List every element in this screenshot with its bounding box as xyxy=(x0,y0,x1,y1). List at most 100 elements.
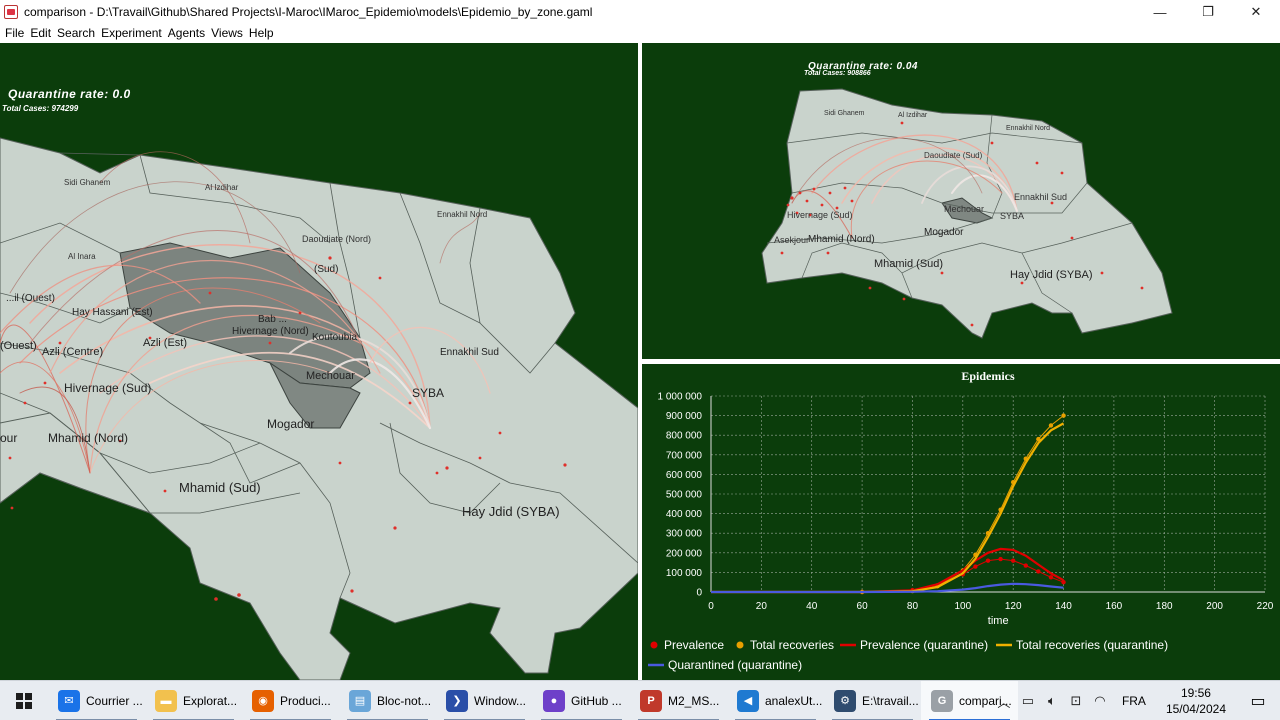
series-point-1 xyxy=(1048,423,1054,428)
zone-label-mechouar-q: Mechouar xyxy=(944,204,985,214)
notification-icon[interactable]: ▭ xyxy=(1250,693,1266,710)
zone-label-syba-q: SYBA xyxy=(1000,211,1025,221)
map-canvas-quarantine xyxy=(761,88,1173,339)
y-tick-label: 800 000 xyxy=(666,431,703,442)
taskbar-app-firefox[interactable]: ◉ Produci... xyxy=(242,681,339,720)
epidemics-chart-view[interactable]: Epidemics 0 100 000 200 000 300 000 400 000 50… xyxy=(642,364,1280,680)
series-line-1 xyxy=(711,415,1064,593)
taskbar-app-notepad[interactable]: ▤ Bloc-not... xyxy=(339,681,436,720)
wifi-icon[interactable]: ◠ xyxy=(1094,693,1106,708)
vscode-icon: ◀ xyxy=(737,689,759,712)
x-tick-label: 100 xyxy=(954,601,971,612)
gear-icon: ⚙ xyxy=(834,689,856,712)
x-tick-label: 0 xyxy=(708,601,714,612)
zone-label-hivernage-sud: Hivernage (Sud) xyxy=(64,381,152,395)
y-tick-label: 0 xyxy=(696,588,702,599)
zone-label-mogador-q: Mogador xyxy=(924,227,964,238)
mail-icon: ✉ xyxy=(58,689,80,712)
taskbar-app-label: M2_MS... xyxy=(668,693,720,708)
close-button[interactable]: ✕ xyxy=(1250,4,1262,19)
notepad-icon: ▤ xyxy=(349,689,371,712)
infected-dots-quarantine xyxy=(780,121,1144,327)
window-title: comparison - D:\Travail\Github\Shared Pr… xyxy=(24,5,593,19)
menu-experiment[interactable]: Experiment xyxy=(101,26,162,40)
zone-label-hay-hassani: Hay Hassani (Est) xyxy=(72,307,153,318)
speaker-icon[interactable]: 🔈︎ xyxy=(1048,693,1056,708)
restore-button[interactable]: ❐ xyxy=(1202,4,1214,19)
github-icon: ● xyxy=(543,689,565,712)
windows-icon xyxy=(16,692,32,709)
legend-label: Prevalence xyxy=(664,638,724,652)
start-button[interactable] xyxy=(0,681,48,720)
y-tick-label: 400 000 xyxy=(666,509,703,520)
y-tick-label: 300 000 xyxy=(666,529,703,540)
series-line-3 xyxy=(711,422,1065,594)
zone-label-mhamid-nord: Mhamid (Nord) xyxy=(48,431,129,445)
menu-bar: File Edit Search Experiment Agents Views… xyxy=(0,24,1280,42)
view-separator-vertical[interactable] xyxy=(638,43,642,680)
y-tick-label: 700 000 xyxy=(666,450,703,461)
x-tick-label: 220 xyxy=(1257,601,1274,612)
minimize-button[interactable]: — xyxy=(1153,4,1167,20)
epidemics-chart: Epidemics 0 100 000 200 000 300 000 400 000 50… xyxy=(648,369,1274,672)
menu-file[interactable]: File xyxy=(5,26,25,40)
language-indicator[interactable]: FRA xyxy=(1121,694,1146,708)
zone-label-hay-jdid-q: Hay Jdid (SYBA) xyxy=(1010,269,1093,281)
security-icon[interactable]: ⊡ xyxy=(1070,693,1082,708)
map-view-quarantine[interactable]: Quarantine rate: 0.04 Total Cases: 90886… xyxy=(642,43,1280,359)
y-tick-label: 100 000 xyxy=(666,568,703,579)
series-point-1 xyxy=(1036,436,1041,442)
x-tick-label: 180 xyxy=(1156,601,1173,612)
legend-marker xyxy=(736,641,744,649)
app-icon xyxy=(4,5,18,19)
taskbar-app-vscode[interactable]: ◀ analexUt... xyxy=(727,681,824,720)
clock-date: 15/04/2024 xyxy=(1165,702,1226,716)
quarantine-rate-title-2: Quarantine rate: 0.04 xyxy=(808,61,918,72)
menu-help[interactable]: Help xyxy=(248,26,274,40)
taskbar-app-label: GitHub ... xyxy=(571,693,622,708)
zone-label-bab: Bab ... xyxy=(258,314,287,325)
view-separator-horizontal[interactable] xyxy=(642,359,1280,364)
chart-title: Epidemics xyxy=(961,369,1015,383)
series-point-0 xyxy=(985,558,991,563)
system-tray: ︿ ▭ 🔈︎ ⊡ ◠ FRA 19:56 15/04/2024 ▭ xyxy=(992,681,1280,720)
taskbar-app-label: Explorat... xyxy=(183,693,238,708)
menu-views[interactable]: Views xyxy=(211,26,243,40)
x-tick-label: 120 xyxy=(1005,601,1022,612)
taskbar-app-label: analexUt... xyxy=(765,693,823,708)
menu-edit[interactable]: Edit xyxy=(30,26,52,40)
zone-label-al-izdihar-q: Al Izdihar xyxy=(898,112,928,119)
taskbar-app-mail[interactable]: ✉ Courrier ... xyxy=(48,681,145,720)
taskbar-app-label: Window... xyxy=(474,693,527,708)
taskbar-app-folder[interactable]: ▬ Explorat... xyxy=(145,681,242,720)
taskbar-app-pdf[interactable]: P M2_MS... xyxy=(630,681,727,720)
zone-label-ouest-2: (Ouest) xyxy=(0,340,37,352)
taskbar-app-gear[interactable]: ⚙ E:\travail... xyxy=(824,681,921,720)
zone-label-ennakhil-nord: Ennakhil Nord xyxy=(437,210,488,219)
chevron-up-icon[interactable]: ︿ xyxy=(997,694,1011,710)
battery-icon[interactable]: ▭ xyxy=(1021,693,1035,708)
mobility-arcs-quarantine xyxy=(791,134,1018,239)
folder-icon: ▬ xyxy=(155,689,177,712)
menu-search[interactable]: Search xyxy=(57,26,96,40)
series-point-1 xyxy=(1061,413,1066,418)
zone-label-al-inara: Al Inara xyxy=(68,252,96,261)
series-point-0 xyxy=(1048,575,1054,580)
zone-label-al-izdihar: Al Izdihar xyxy=(205,183,239,192)
powershell-icon: ❯ xyxy=(446,689,468,712)
map-view-no-quarantine[interactable]: Quarantine rate: 0.0 Total Cases: 974299… xyxy=(0,43,638,680)
y-tick-label: 200 000 xyxy=(666,548,703,559)
taskbar-apps: ✉ Courrier ... ▬ Explorat... ◉ Produci... ▤ Blo… xyxy=(48,680,1018,720)
taskbar-app-label: Produci... xyxy=(280,693,331,708)
zone-label-mogador: Mogador xyxy=(267,417,315,431)
menu-agents[interactable]: Agents xyxy=(167,26,206,40)
taskbar-app-github[interactable]: ● GitHub ... xyxy=(533,681,630,720)
zone-label-our: our xyxy=(0,431,18,445)
infected-dots xyxy=(8,256,567,601)
taskbar-app-label: Bloc-not... xyxy=(377,693,432,708)
zone-label-mechouar: Mechouar xyxy=(306,370,355,382)
clock[interactable]: 19:56 15/04/2024 xyxy=(1156,685,1236,717)
zone-label-hivernage-nord: Hivernage (Nord) xyxy=(232,326,309,337)
taskbar-app-powershell[interactable]: ❯ Window... xyxy=(436,681,533,720)
